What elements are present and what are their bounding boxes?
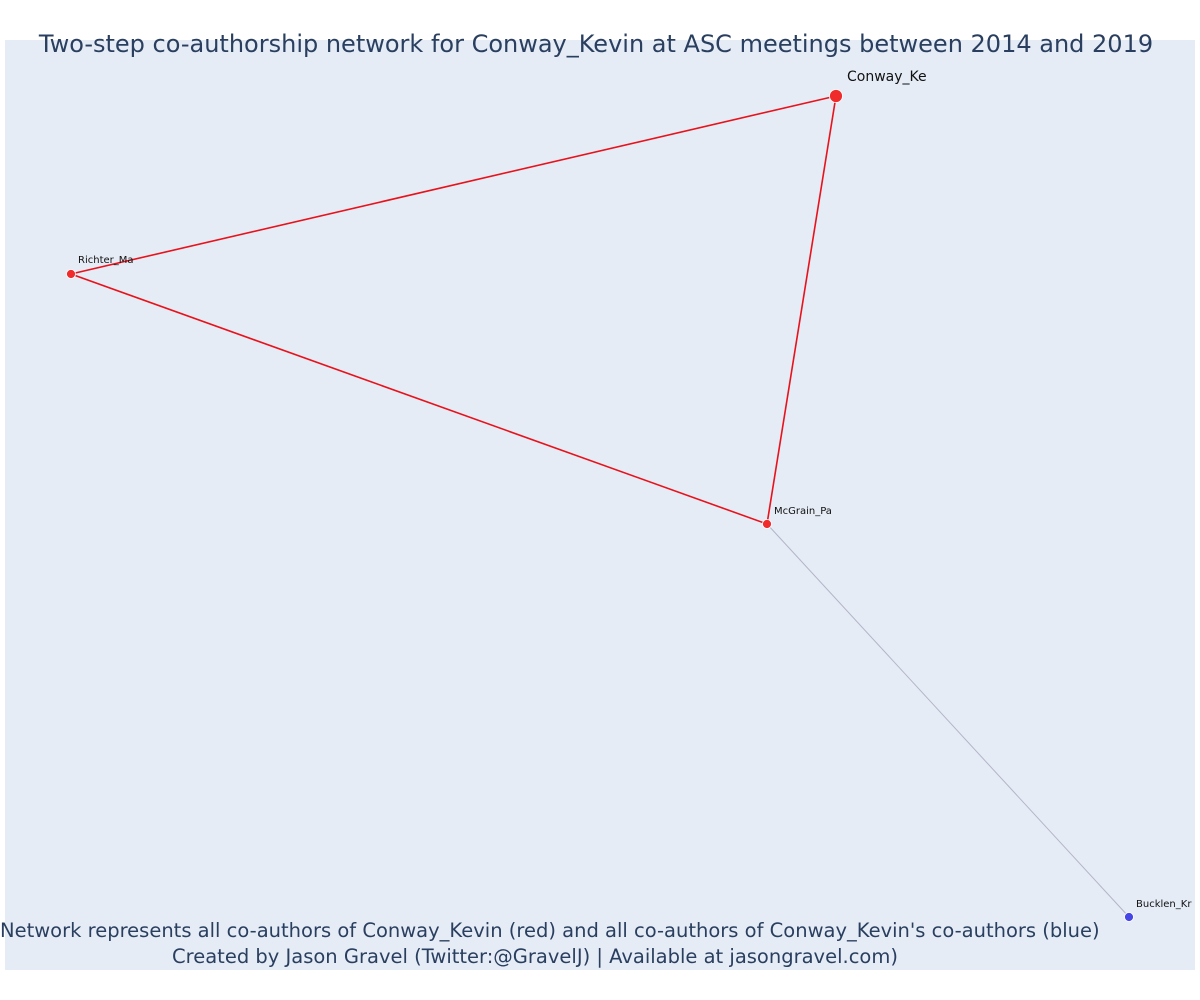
edge-Conway_Ke-Richter_Ma [70,95,837,275]
node-label-McGrain_Pa: McGrain_Pa [774,506,832,517]
chart-title: Two-step co-authorship network for Conwa… [38,30,1154,58]
node-label-Bucklen_Kr: Bucklen_Kr [1136,899,1192,910]
node-label-Richter_Ma: Richter_Ma [78,255,134,266]
caption-line-2: Created by Jason Gravel (Twitter:@Gravel… [172,945,898,968]
label-layer: Conway_Ke Richter_Ma McGrain_Pa Bucklen_Kr [78,69,1192,910]
node-layer [66,89,1134,922]
plot-background [5,40,1195,970]
caption-line-1: Network represents all co-authors of Con… [0,919,1100,942]
edge-McGrain_Pa-Bucklen_Kr [766,523,1130,918]
edge-Richter_Ma-McGrain_Pa [70,273,768,525]
caption: Network represents all co-authors of Con… [0,918,1100,970]
node-Richter_Ma[interactable] [66,269,76,279]
edge-Conway_Ke-McGrain_Pa [766,95,837,525]
node-Conway_Ke[interactable] [829,89,843,103]
node-McGrain_Pa[interactable] [762,519,772,529]
node-Bucklen_Kr[interactable] [1124,912,1134,922]
node-label-Conway_Ke: Conway_Ke [847,69,927,85]
edge-layer [70,95,1130,918]
